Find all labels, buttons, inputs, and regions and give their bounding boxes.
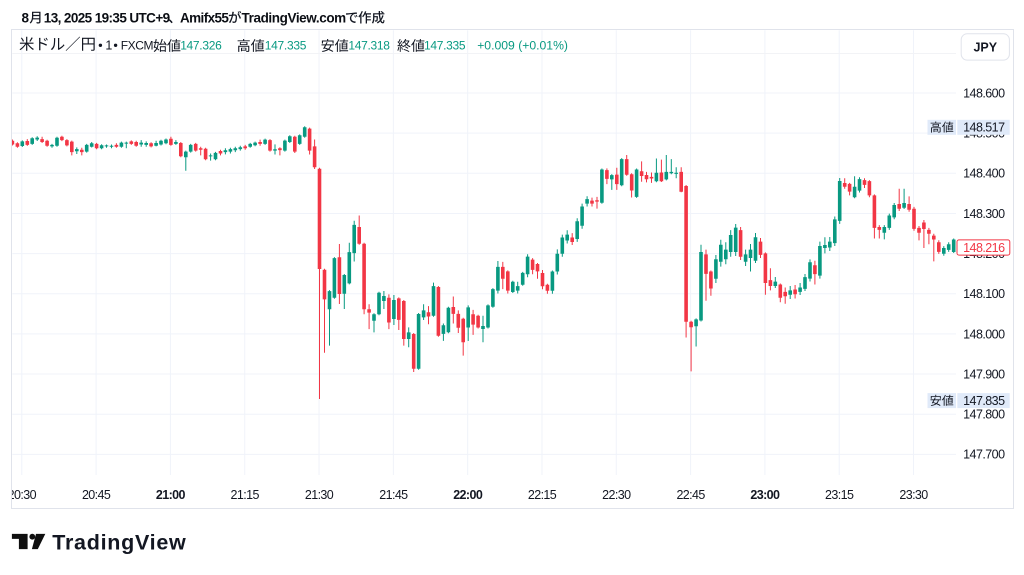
svg-text:TradingView: TradingView — [52, 530, 186, 554]
svg-text:1: 1 — [105, 39, 112, 53]
svg-text:+0.009 (+0.01%): +0.009 (+0.01%) — [477, 39, 568, 53]
svg-text:22:15: 22:15 — [528, 488, 557, 502]
svg-text:21:00: 21:00 — [156, 488, 186, 502]
svg-text:148.000: 148.000 — [963, 327, 1005, 341]
svg-text:23:15: 23:15 — [825, 488, 854, 502]
svg-text:148.400: 148.400 — [963, 167, 1005, 181]
svg-text:FXCM: FXCM — [121, 39, 154, 53]
svg-text:21:30: 21:30 — [305, 488, 334, 502]
svg-text:147.326: 147.326 — [180, 39, 222, 53]
svg-text:21:15: 21:15 — [231, 488, 260, 502]
svg-text:147.335: 147.335 — [424, 39, 466, 53]
svg-text:147.835: 147.835 — [963, 394, 1005, 408]
svg-text:TradingView.com: TradingView.com — [242, 10, 347, 25]
svg-text:22:30: 22:30 — [602, 488, 631, 502]
svg-text:148.600: 148.600 — [963, 86, 1005, 100]
svg-text:147.700: 147.700 — [963, 448, 1005, 462]
svg-text:Amifx55: Amifx55 — [180, 10, 229, 25]
svg-text:21:45: 21:45 — [379, 488, 408, 502]
svg-text:147.318: 147.318 — [348, 39, 390, 53]
svg-text:13, 2025 19:35 UTC+9: 13, 2025 19:35 UTC+9 — [44, 10, 170, 25]
svg-text:23:00: 23:00 — [750, 488, 780, 502]
svg-text:23:30: 23:30 — [899, 488, 928, 502]
svg-text:22:45: 22:45 — [676, 488, 705, 502]
svg-text:8: 8 — [22, 10, 30, 25]
svg-text:20:45: 20:45 — [82, 488, 111, 502]
svg-text:148.517: 148.517 — [963, 121, 1005, 135]
svg-text:JPY: JPY — [973, 41, 997, 55]
svg-text:22:00: 22:00 — [453, 488, 483, 502]
svg-text:20:30: 20:30 — [8, 488, 37, 502]
svg-text:147.800: 147.800 — [963, 408, 1005, 422]
svg-text:147.900: 147.900 — [963, 367, 1005, 381]
svg-text:148.300: 148.300 — [963, 207, 1005, 221]
svg-text:147.335: 147.335 — [265, 39, 307, 53]
svg-text:148.100: 148.100 — [963, 287, 1005, 301]
svg-text:148.216: 148.216 — [963, 241, 1005, 255]
